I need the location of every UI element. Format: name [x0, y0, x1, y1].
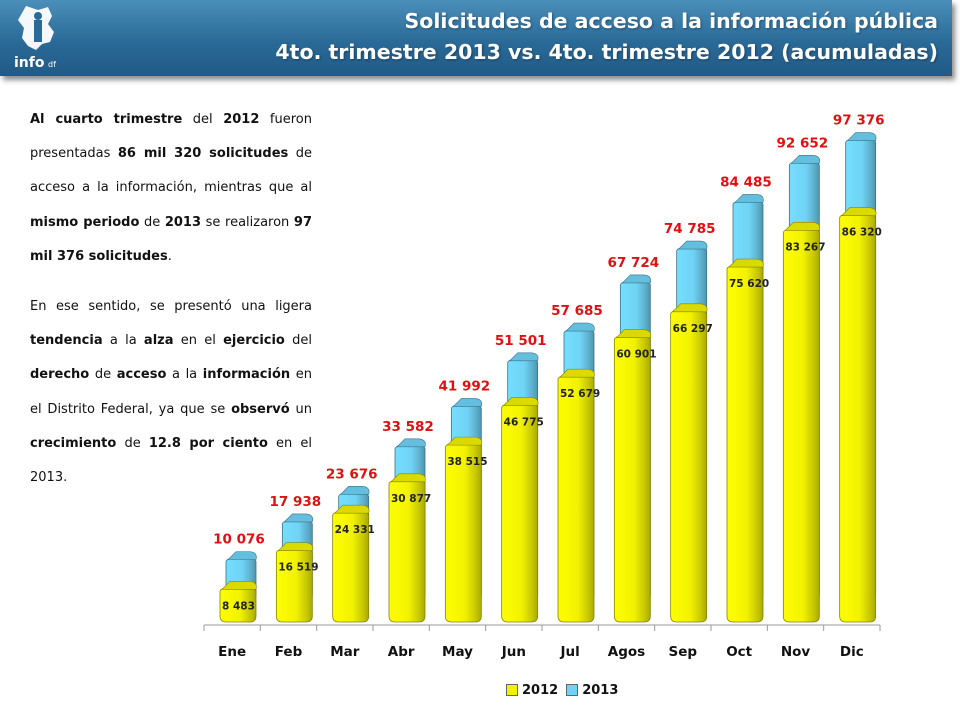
bar-2012-jul [557, 368, 595, 623]
x-tick-label: Nov [781, 644, 811, 660]
page-title: Solicitudes de acceso a la información p… [275, 6, 938, 68]
bar-2012-dic [839, 207, 877, 623]
paragraph2-run: del [284, 333, 312, 349]
x-tick-label: Mar [330, 644, 360, 660]
paragraph1-run: del [182, 112, 224, 127]
header-banner: info df Solicitudes de acceso a la infor… [0, 0, 952, 76]
data-label-2012: 52 679 [560, 388, 600, 400]
logo-text: info [14, 55, 45, 71]
paragraph2-run: acceso [116, 367, 167, 383]
paragraph2-run: un [289, 401, 312, 417]
paragraph1-run: 2012 [223, 112, 260, 127]
data-label-2013: 97 376 [833, 113, 885, 129]
paragraph2-run: de [116, 435, 149, 451]
legend-item-2013: 2013 [566, 683, 618, 698]
x-tick-label: Abr [388, 644, 415, 660]
paragraph2-run: crecimiento [30, 435, 117, 451]
data-label-2013: 74 785 [664, 221, 716, 237]
data-label-2012: 24 331 [335, 524, 375, 536]
data-label-2012: 30 877 [391, 493, 431, 505]
data-label-2012: 16 519 [278, 562, 318, 574]
bar-2012-sep [670, 303, 708, 623]
data-label-2012: 60 901 [616, 349, 656, 361]
paragraph1-run: Al cuarto trimestre [30, 112, 183, 127]
legend-label-2013: 2013 [582, 682, 619, 698]
x-tick-label: Feb [275, 644, 303, 660]
data-label-2013: 33 582 [382, 419, 434, 435]
legend-swatch-2012 [506, 684, 518, 696]
paragraph1-run: . [167, 248, 172, 264]
summary-paragraph-2: En ese sentido, se presentó una ligera t… [30, 290, 312, 495]
paragraph2-run: en el Distrito Federal, ya que se [30, 367, 312, 417]
data-label-2013: 84 485 [720, 174, 772, 190]
paragraph1-run: de [139, 214, 165, 230]
x-tick-label: Oct [726, 644, 752, 660]
data-label-2013: 51 501 [495, 333, 547, 349]
data-label-2012: 38 515 [447, 456, 487, 468]
paragraph2-run: a la [166, 367, 203, 383]
data-label-2012: 8 483 [222, 600, 255, 612]
data-label-2013: 23 676 [326, 466, 378, 482]
paragraph2-run: información [202, 367, 291, 383]
data-label-2013: 41 992 [438, 378, 490, 394]
legend-label-2012: 2012 [522, 682, 559, 698]
x-tick-label: Ene [218, 644, 246, 660]
bar-2012-nov [782, 222, 821, 623]
paragraph2-run: alza [143, 333, 174, 349]
data-label-2012: 66 297 [673, 323, 713, 335]
data-label-2013: 67 724 [607, 255, 659, 271]
title-line-2: 4to. trimestre 2013 vs. 4to. trimestre 2… [275, 40, 938, 64]
paragraph2-run: en el 2013. [30, 435, 313, 486]
paragraph2-run: derecho [30, 367, 90, 383]
data-label-2012: 75 620 [729, 278, 769, 290]
paragraph2-run: de [89, 367, 117, 383]
x-tick-label: Jul [560, 644, 580, 660]
paragraph1-run: mismo periodo [30, 214, 140, 230]
paragraph2-run: tendencia [30, 333, 103, 349]
x-tick-label: Sep [669, 644, 698, 660]
summary-text: Al cuarto trimestre del 2012 fueron pres… [30, 103, 312, 495]
paragraph1-run: de acceso a la información, mientras que… [30, 146, 312, 196]
x-tick-label: May [442, 644, 473, 660]
data-label-2012: 83 267 [785, 241, 825, 253]
paragraph1-run: 86 mil 320 solicitudes [117, 146, 289, 162]
data-label-2012: 86 320 [842, 227, 882, 239]
bar-2012-feb [275, 542, 314, 623]
bar-2012-may [444, 436, 483, 623]
paragraph2-run: 12.8 por ciento [148, 435, 268, 451]
paragraph2-run: en el [173, 333, 224, 349]
x-tick-label: Dic [840, 644, 864, 660]
infodf-logo: info df [14, 6, 56, 71]
paragraph2-run: a la [102, 333, 144, 349]
data-label-2012: 46 775 [504, 416, 544, 428]
paragraph2-run: En ese sentido, se presentó una ligera [30, 299, 312, 315]
paragraph1-run: se realizaron [201, 214, 294, 230]
bar-2012-ene [219, 580, 257, 623]
data-label-2013: 92 652 [776, 135, 828, 151]
bar-2012-agos [613, 329, 652, 623]
legend-swatch-2013 [566, 684, 579, 696]
paragraph2-run: observó [231, 401, 290, 417]
paragraph1-run: 97 mil 376 solicitudes [30, 214, 312, 264]
x-tick-label: Jun [501, 644, 526, 660]
legend-item-2012: 2012 [506, 683, 558, 698]
data-label-2013: 17 938 [269, 494, 321, 510]
title-line-1: Solicitudes de acceso a la información p… [404, 9, 938, 33]
paragraph2-run: ejercicio [223, 333, 285, 349]
bar-2012-mar [332, 504, 370, 623]
paragraph1-run: fueron presentadas [30, 112, 312, 162]
logo-suffix: df [48, 60, 56, 69]
x-tick-label: Agos [608, 644, 645, 660]
summary-paragraph-1: Al cuarto trimestre del 2012 fueron pres… [30, 103, 312, 274]
chart-legend: 2012 2013 [506, 681, 626, 699]
data-label-2013: 10 076 [213, 532, 265, 548]
bar-2012-oct [726, 258, 764, 623]
bar-2012-jun [501, 397, 539, 623]
paragraph1-run: 2013 [164, 214, 202, 230]
bar-2012-abr [388, 473, 426, 623]
data-label-2013: 57 685 [551, 303, 603, 319]
